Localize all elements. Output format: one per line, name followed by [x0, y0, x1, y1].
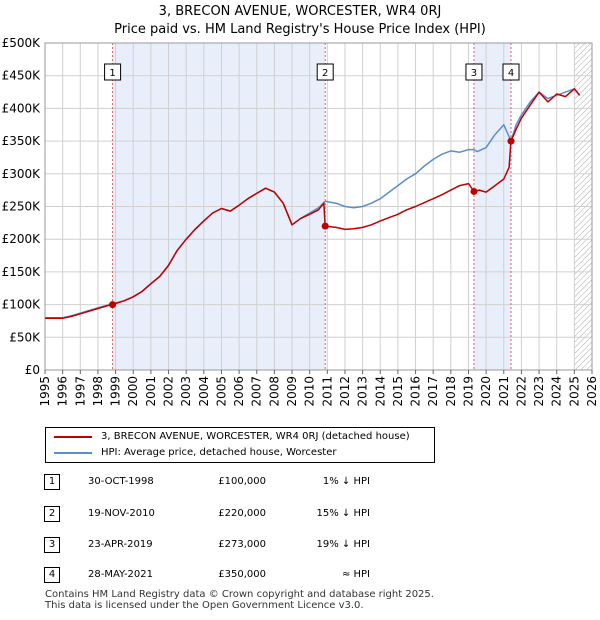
y-tick-label: £0 — [25, 363, 40, 377]
table-row: 4 28-MAY-2021 £350,000 ≈ HPI — [0, 567, 600, 587]
sale-point — [507, 137, 515, 145]
sale-label-box — [502, 63, 520, 81]
x-tick-label: 2014 — [373, 376, 387, 407]
transaction-hpi: 19% ↓ HPI — [316, 539, 370, 550]
y-tick-label: £450K — [2, 69, 42, 83]
y-tick-label: £500K — [2, 36, 42, 50]
price-paid-line — [45, 88, 581, 320]
y-tick-label: £50K — [9, 330, 41, 344]
transaction-number: 4 — [44, 567, 60, 583]
transaction-number: 3 — [44, 537, 60, 553]
sale-label-box — [104, 63, 122, 81]
y-tick-label: £350K — [2, 134, 42, 148]
transaction-date: 30-OCT-1998 — [88, 476, 154, 487]
x-tick-label: 2005 — [214, 376, 228, 407]
footer-copyright: Contains HM Land Registry data © Crown c… — [45, 589, 434, 600]
transaction-hpi: 1% ↓ HPI — [322, 476, 370, 487]
x-tick-label: 2002 — [162, 376, 176, 407]
transaction-price: £350,000 — [218, 569, 266, 580]
y-tick-label: £150K — [2, 265, 42, 279]
chart-subtitle: Price paid vs. HM Land Registry's House … — [114, 22, 486, 37]
y-tick-label: £100K — [2, 298, 42, 312]
x-tick-label: 2000 — [126, 376, 140, 407]
x-tick-label: 2015 — [391, 376, 405, 407]
x-tick-label: 2009 — [285, 376, 299, 407]
legend: 3, BRECON AVENUE, WORCESTER, WR4 0RJ (de… — [45, 427, 435, 463]
legend-label-hpi: HPI: Average price, detached house, Worc… — [101, 447, 337, 458]
sale-point — [321, 222, 329, 230]
x-tick-label: 2012 — [338, 376, 352, 407]
transaction-hpi: 15% ↓ HPI — [316, 508, 370, 519]
x-tick-label: 1995 — [38, 376, 52, 407]
sale-label: 4 — [508, 68, 514, 79]
x-tick-label: 2011 — [320, 376, 334, 407]
sale-label: 1 — [109, 68, 115, 79]
y-tick-label: £200K — [2, 232, 42, 246]
y-tick-label: £250K — [2, 200, 42, 214]
x-tick-label: 2024 — [550, 376, 564, 407]
sale-label: 3 — [471, 68, 477, 79]
x-tick-label: 1999 — [109, 376, 123, 407]
price-chart: 1 2 3 4 £0 £50K £100K £150K £200K £250K £300K £350K… — [2, 36, 599, 407]
x-tick-label: 2010 — [303, 376, 317, 407]
x-tick-label: 2013 — [356, 376, 370, 407]
x-tick-label: 2022 — [514, 376, 528, 407]
legend-swatch-price — [54, 436, 92, 438]
legend-label-price: 3, BRECON AVENUE, WORCESTER, WR4 0RJ (de… — [101, 431, 410, 442]
transaction-date: 28-MAY-2021 — [88, 569, 154, 580]
sale-point — [470, 187, 478, 195]
legend-swatch-hpi — [54, 452, 92, 454]
x-tick-label: 1997 — [73, 376, 87, 407]
sale-point — [109, 301, 117, 309]
sale-label-box — [465, 63, 483, 81]
x-tick-label: 2026 — [585, 376, 599, 407]
x-tick-label: 2019 — [461, 376, 475, 407]
x-tick-label: 2004 — [197, 376, 211, 407]
y-tick-label: £400K — [2, 101, 42, 115]
x-tick-label: 2006 — [232, 376, 246, 407]
x-tick-label: 1996 — [56, 376, 70, 407]
table-row: 2 19-NOV-2010 £220,000 15% ↓ HPI — [0, 506, 600, 526]
transaction-price: £100,000 — [218, 476, 266, 487]
x-tick-label: 2023 — [532, 376, 546, 407]
x-tick-label: 2003 — [179, 376, 193, 407]
x-tick-label: 2025 — [567, 376, 581, 407]
y-tick-label: £300K — [2, 167, 42, 181]
x-tick-label: 2018 — [444, 376, 458, 407]
table-row: 1 30-OCT-1998 £100,000 1% ↓ HPI — [0, 474, 600, 494]
chart-title: 3, BRECON AVENUE, WORCESTER, WR4 0RJ — [158, 4, 442, 19]
transaction-price: £220,000 — [218, 508, 266, 519]
transaction-date: 19-NOV-2010 — [88, 508, 155, 519]
x-tick-label: 2021 — [497, 376, 511, 407]
x-tick-label: 1998 — [91, 376, 105, 407]
sale-label: 2 — [322, 68, 328, 79]
transaction-number: 1 — [44, 474, 60, 490]
table-row: 3 23-APR-2019 £273,000 19% ↓ HPI — [0, 537, 600, 557]
x-tick-label: 2020 — [479, 376, 493, 407]
transaction-number: 2 — [44, 506, 60, 522]
x-tick-label: 2016 — [409, 376, 423, 407]
footer-license: This data is licensed under the Open Gov… — [45, 600, 364, 611]
transaction-price: £273,000 — [218, 539, 266, 550]
x-tick-label: 2008 — [267, 376, 281, 407]
x-tick-label: 2001 — [144, 376, 158, 407]
x-tick-label: 2017 — [426, 376, 440, 407]
transaction-hpi: ≈ HPI — [341, 569, 370, 580]
sale-label-box — [316, 63, 334, 81]
transaction-date: 23-APR-2019 — [88, 539, 153, 550]
plot-area — [44, 42, 593, 371]
x-tick-label: 2007 — [250, 376, 264, 407]
